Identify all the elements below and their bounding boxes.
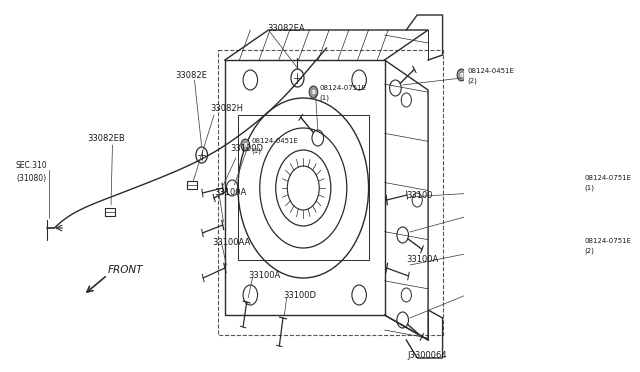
Bar	[218, 50, 443, 335]
Circle shape	[309, 86, 318, 98]
Text: 33100: 33100	[406, 190, 433, 199]
Text: (31080): (31080)	[16, 173, 46, 183]
Circle shape	[575, 239, 583, 251]
Text: B: B	[243, 142, 247, 148]
Circle shape	[241, 139, 250, 151]
Circle shape	[457, 69, 466, 81]
Text: B: B	[577, 180, 581, 185]
Text: (1): (1)	[251, 148, 261, 154]
Text: 08124-0451E: 08124-0451E	[251, 138, 298, 144]
Text: 33082EB: 33082EB	[87, 134, 125, 142]
Bar	[187, 181, 197, 189]
Text: (1): (1)	[319, 95, 329, 101]
Text: 08124-0451E: 08124-0451E	[467, 68, 514, 74]
Text: SEC.310: SEC.310	[16, 160, 47, 170]
Text: 33100A: 33100A	[406, 256, 438, 264]
Text: B: B	[312, 90, 316, 94]
Text: B: B	[577, 243, 581, 247]
Text: (2): (2)	[467, 78, 477, 84]
Text: (1): (1)	[585, 185, 595, 191]
Text: 33100D: 33100D	[231, 144, 264, 153]
Text: 33082E: 33082E	[175, 71, 207, 80]
Text: 08124-0751E: 08124-0751E	[585, 238, 632, 244]
Text: 33100A: 33100A	[214, 187, 246, 196]
Text: 08124-0751E: 08124-0751E	[319, 85, 366, 91]
Text: 33082EA: 33082EA	[267, 23, 305, 32]
Text: (2): (2)	[585, 248, 595, 254]
Text: FRONT: FRONT	[108, 265, 143, 275]
Text: B: B	[460, 73, 463, 77]
Bar	[105, 208, 115, 216]
Text: 33100A: 33100A	[248, 270, 280, 279]
Text: 33082H: 33082H	[211, 103, 243, 112]
Text: 33100AA: 33100AA	[212, 237, 250, 247]
Text: J3300064: J3300064	[408, 350, 447, 359]
Text: 33100D: 33100D	[283, 291, 316, 299]
Circle shape	[575, 176, 583, 188]
Text: 08124-0751E: 08124-0751E	[585, 175, 632, 181]
